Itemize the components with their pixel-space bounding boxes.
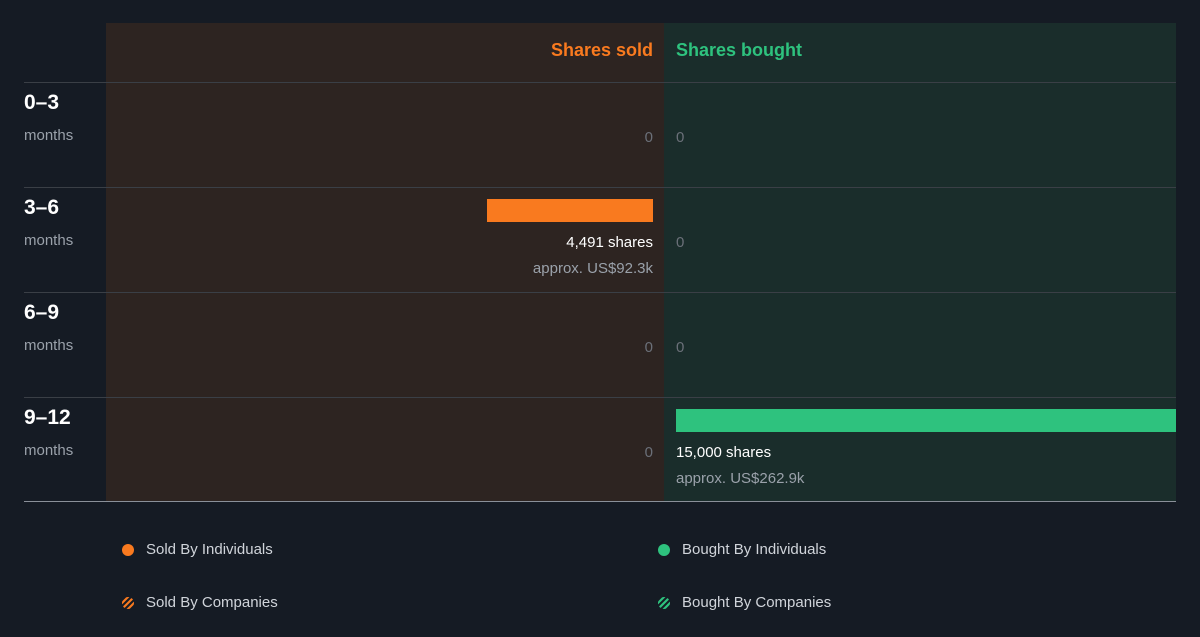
bought-approx-value: approx. US$262.9k bbox=[676, 470, 805, 487]
shares-bought-header: Shares bought bbox=[676, 40, 803, 60]
sold-approx-value: approx. US$92.3k bbox=[532, 260, 653, 277]
period-row-3-6: 3–6 months 4,491 shares approx. US$92.3k… bbox=[0, 188, 1200, 293]
period-label: 9–12 bbox=[24, 406, 71, 429]
bought-bar[interactable] bbox=[676, 409, 1176, 432]
bought-zero-label: 0 bbox=[676, 339, 685, 356]
legend-label: Bought By Companies bbox=[682, 594, 832, 611]
period-row-9-12: 9–12 months 0 15,000 shares approx. US$2… bbox=[0, 398, 1200, 503]
legend-bought-companies[interactable]: Bought By Companies bbox=[658, 594, 831, 611]
legend-label: Sold By Individuals bbox=[146, 541, 273, 558]
row-divider bbox=[24, 292, 1176, 293]
sold-panel-background bbox=[106, 23, 664, 501]
sold-zero-label: 0 bbox=[644, 129, 653, 146]
period-unit: months bbox=[24, 337, 74, 354]
row-divider bbox=[24, 397, 1176, 398]
legend-label: Sold By Companies bbox=[146, 594, 278, 611]
period-row-6-9: 6–9 months 0 0 bbox=[0, 293, 1200, 398]
legend-label: Bought By Individuals bbox=[682, 541, 827, 558]
period-unit: months bbox=[24, 127, 74, 144]
legend-bought-individuals[interactable]: Bought By Individuals bbox=[658, 541, 826, 558]
sold-shares-value: 4,491 shares bbox=[566, 234, 653, 251]
bought-companies-hatched-icon bbox=[658, 596, 670, 609]
period-label: 6–9 bbox=[24, 301, 60, 324]
sold-zero-label: 0 bbox=[644, 339, 653, 356]
period-label: 3–6 bbox=[24, 196, 60, 219]
sold-zero-label: 0 bbox=[644, 444, 653, 461]
legend-sold-individuals[interactable]: Sold By Individuals bbox=[122, 541, 273, 558]
period-unit: months bbox=[24, 442, 74, 459]
row-divider bbox=[24, 82, 1176, 83]
sold-bar[interactable] bbox=[487, 199, 653, 222]
bought-zero-label: 0 bbox=[676, 129, 685, 146]
bought-shares-value: 15,000 shares bbox=[676, 444, 772, 461]
shares-sold-header: Shares sold bbox=[550, 40, 653, 60]
legend-sold-companies[interactable]: Sold By Companies bbox=[122, 594, 278, 611]
chart-baseline bbox=[24, 501, 1176, 502]
period-row-0-3: 0–3 months 0 0 bbox=[0, 83, 1200, 188]
bought-zero-label: 0 bbox=[676, 234, 685, 251]
row-divider bbox=[24, 187, 1176, 188]
period-label: 0–3 bbox=[24, 91, 60, 114]
bought-individuals-dot-icon bbox=[658, 543, 670, 556]
sold-individuals-dot-icon bbox=[122, 543, 134, 556]
sold-companies-hatched-icon bbox=[122, 596, 134, 609]
period-unit: months bbox=[24, 232, 74, 249]
